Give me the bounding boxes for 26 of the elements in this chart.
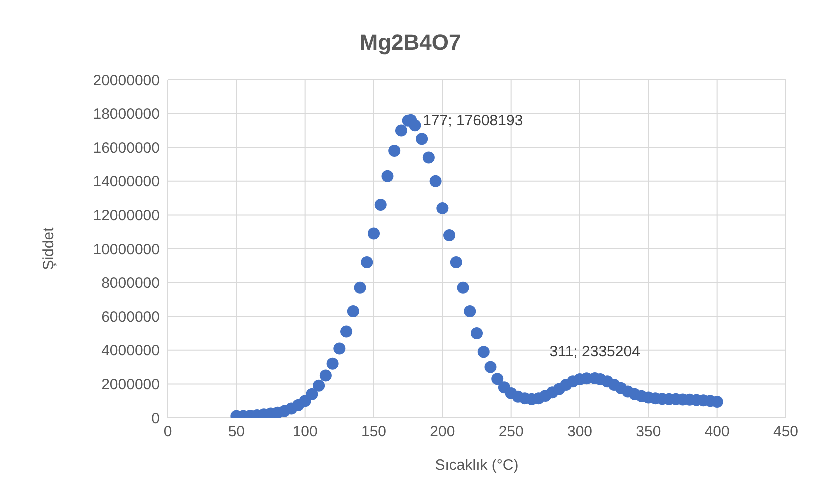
annotation: 177; 17608193 bbox=[423, 112, 524, 130]
x-tick-label: 0 bbox=[164, 424, 172, 441]
y-tick-label: 4000000 bbox=[102, 342, 160, 360]
y-tick-label: 14000000 bbox=[93, 174, 160, 191]
y-tick-label: 0 bbox=[152, 410, 160, 428]
y-tick-label: 8000000 bbox=[102, 275, 160, 292]
y-tick-label: 10000000 bbox=[93, 241, 160, 258]
annotation: 311; 2335204 bbox=[550, 344, 640, 361]
y-tick-label: 20000000 bbox=[93, 72, 160, 90]
y-tick-label: 6000000 bbox=[102, 308, 160, 326]
x-axis-title: Sıcaklık (°C) bbox=[435, 457, 519, 474]
x-tick-label: 100 bbox=[292, 424, 318, 441]
x-tick-label: 350 bbox=[636, 424, 662, 441]
x-tick-label: 50 bbox=[228, 424, 246, 441]
x-tick-label: 400 bbox=[704, 424, 730, 441]
y-tick-label: 12000000 bbox=[93, 208, 160, 225]
x-tick-label: 250 bbox=[498, 424, 524, 441]
y-tick-label: 18000000 bbox=[93, 106, 160, 124]
y-axis-title: Şiddet bbox=[40, 226, 58, 270]
y-tick-label: 2000000 bbox=[102, 376, 160, 394]
x-tick-label: 300 bbox=[567, 424, 593, 441]
x-tick-label: 450 bbox=[773, 424, 799, 441]
x-tick-label: 150 bbox=[361, 424, 387, 441]
chart-title: Mg2B4O7 bbox=[358, 29, 462, 57]
y-tick-label: 16000000 bbox=[93, 140, 160, 157]
x-tick-label: 200 bbox=[430, 424, 456, 441]
